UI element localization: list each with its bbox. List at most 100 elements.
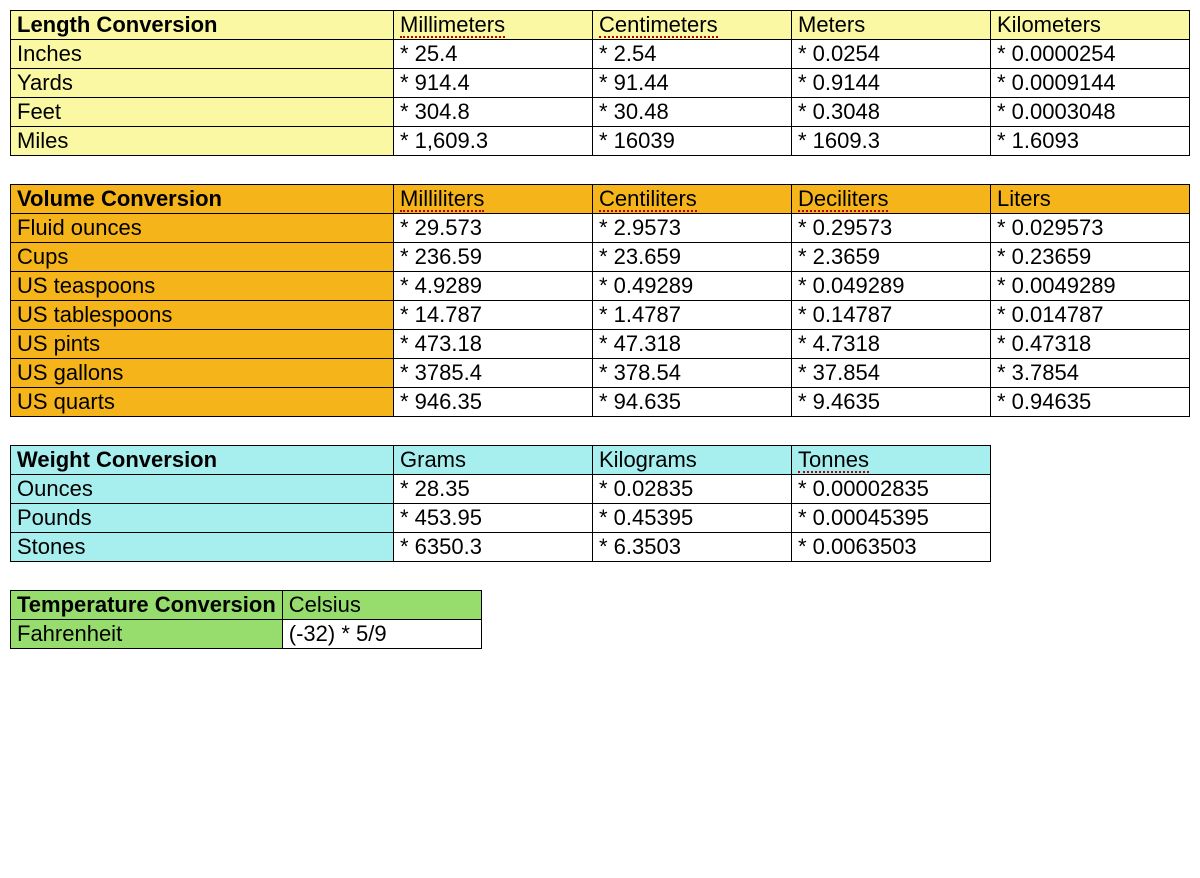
cell-value: * 304.8 [394, 98, 593, 127]
cell-value: * 94.635 [593, 388, 792, 417]
cell-value: * 25.4 [394, 40, 593, 69]
cell-value: * 0.3048 [792, 98, 991, 127]
row-label: Ounces [11, 475, 394, 504]
cell-value: * 47.318 [593, 330, 792, 359]
cell-value: * 0.0049289 [991, 272, 1190, 301]
table-row: Inches * 25.4 * 2.54 * 0.0254 * 0.000025… [11, 40, 1190, 69]
table-row: Feet * 304.8 * 30.48 * 0.3048 * 0.000304… [11, 98, 1190, 127]
cell-value: * 30.48 [593, 98, 792, 127]
cell-value: * 0.0063503 [792, 533, 991, 562]
cell-value: * 0.029573 [991, 214, 1190, 243]
row-label: Yards [11, 69, 394, 98]
length-title-cell: Length Conversion [11, 11, 394, 40]
table-row: US teaspoons * 4.9289 * 0.49289 * 0.0492… [11, 272, 1190, 301]
weight-col-header: Kilograms [593, 446, 792, 475]
cell-value: * 0.0000254 [991, 40, 1190, 69]
cell-value: * 1609.3 [792, 127, 991, 156]
row-label: US pints [11, 330, 394, 359]
row-label: Inches [11, 40, 394, 69]
length-col-header: Centimeters [593, 11, 792, 40]
cell-value: * 29.573 [394, 214, 593, 243]
row-label: US tablespoons [11, 301, 394, 330]
weight-title-cell: Weight Conversion [11, 446, 394, 475]
row-label: US quarts [11, 388, 394, 417]
cell-value: * 2.3659 [792, 243, 991, 272]
cell-value: * 6350.3 [394, 533, 593, 562]
cell-value: * 3.7854 [991, 359, 1190, 388]
table-row: Ounces * 28.35 * 0.02835 * 0.00002835 [11, 475, 991, 504]
cell-value: * 0.23659 [991, 243, 1190, 272]
cell-value: * 14.787 [394, 301, 593, 330]
row-label: Fahrenheit [11, 620, 283, 649]
table-row: Fahrenheit (-32) * 5/9 [11, 620, 482, 649]
cell-value: * 0.47318 [991, 330, 1190, 359]
length-col-header: Meters [792, 11, 991, 40]
length-col-header: Kilometers [991, 11, 1190, 40]
volume-col-header: Centiliters [593, 185, 792, 214]
cell-value: * 0.14787 [792, 301, 991, 330]
cell-value: * 28.35 [394, 475, 593, 504]
volume-col-header: Deciliters [792, 185, 991, 214]
cell-value: * 37.854 [792, 359, 991, 388]
cell-value: * 23.659 [593, 243, 792, 272]
cell-value: * 378.54 [593, 359, 792, 388]
row-label: Pounds [11, 504, 394, 533]
row-label: Feet [11, 98, 394, 127]
table-row: US gallons * 3785.4 * 378.54 * 37.854 * … [11, 359, 1190, 388]
cell-value: * 0.9144 [792, 69, 991, 98]
temperature-conversion-table: Temperature Conversion Celsius Fahrenhei… [10, 590, 482, 649]
cell-value: * 4.7318 [792, 330, 991, 359]
cell-value: * 473.18 [394, 330, 593, 359]
table-row: Stones * 6350.3 * 6.3503 * 0.0063503 [11, 533, 991, 562]
table-row: US tablespoons * 14.787 * 1.4787 * 0.147… [11, 301, 1190, 330]
weight-conversion-table: Weight Conversion Grams Kilograms Tonnes… [10, 445, 991, 562]
volume-conversion-table: Volume Conversion Milliliters Centiliter… [10, 184, 1190, 417]
cell-value: * 0.0009144 [991, 69, 1190, 98]
cell-value: * 4.9289 [394, 272, 593, 301]
cell-value: * 453.95 [394, 504, 593, 533]
cell-value: * 3785.4 [394, 359, 593, 388]
cell-value: * 0.94635 [991, 388, 1190, 417]
volume-title-cell: Volume Conversion [11, 185, 394, 214]
cell-value: * 2.9573 [593, 214, 792, 243]
length-col-header: Millimeters [394, 11, 593, 40]
temperature-col-header: Celsius [282, 591, 481, 620]
weight-col-header: Grams [394, 446, 593, 475]
table-row: US pints * 473.18 * 47.318 * 4.7318 * 0.… [11, 330, 1190, 359]
row-label: US gallons [11, 359, 394, 388]
cell-value: * 9.4635 [792, 388, 991, 417]
cell-value: (-32) * 5/9 [282, 620, 481, 649]
cell-value: * 0.00045395 [792, 504, 991, 533]
row-label: Cups [11, 243, 394, 272]
cell-value: * 1.4787 [593, 301, 792, 330]
table-row: Miles * 1,609.3 * 16039 * 1609.3 * 1.609… [11, 127, 1190, 156]
row-label: Stones [11, 533, 394, 562]
cell-value: * 0.0254 [792, 40, 991, 69]
cell-value: * 0.45395 [593, 504, 792, 533]
cell-value: * 2.54 [593, 40, 792, 69]
cell-value: * 0.00002835 [792, 475, 991, 504]
weight-col-header: Tonnes [792, 446, 991, 475]
table-row: Yards * 914.4 * 91.44 * 0.9144 * 0.00091… [11, 69, 1190, 98]
cell-value: * 0.049289 [792, 272, 991, 301]
table-row: Cups * 236.59 * 23.659 * 2.3659 * 0.2365… [11, 243, 1190, 272]
row-label: Miles [11, 127, 394, 156]
volume-col-header: Liters [991, 185, 1190, 214]
cell-value: * 0.29573 [792, 214, 991, 243]
cell-value: * 1.6093 [991, 127, 1190, 156]
table-row: US quarts * 946.35 * 94.635 * 9.4635 * 0… [11, 388, 1190, 417]
cell-value: * 0.49289 [593, 272, 792, 301]
table-row: Fluid ounces * 29.573 * 2.9573 * 0.29573… [11, 214, 1190, 243]
table-row: Pounds * 453.95 * 0.45395 * 0.00045395 [11, 504, 991, 533]
cell-value: * 0.02835 [593, 475, 792, 504]
cell-value: * 236.59 [394, 243, 593, 272]
length-conversion-table: Length Conversion Millimeters Centimeter… [10, 10, 1190, 156]
cell-value: * 0.0003048 [991, 98, 1190, 127]
row-label: Fluid ounces [11, 214, 394, 243]
cell-value: * 1,609.3 [394, 127, 593, 156]
cell-value: * 16039 [593, 127, 792, 156]
temperature-title-cell: Temperature Conversion [11, 591, 283, 620]
row-label: US teaspoons [11, 272, 394, 301]
cell-value: * 946.35 [394, 388, 593, 417]
volume-col-header: Milliliters [394, 185, 593, 214]
